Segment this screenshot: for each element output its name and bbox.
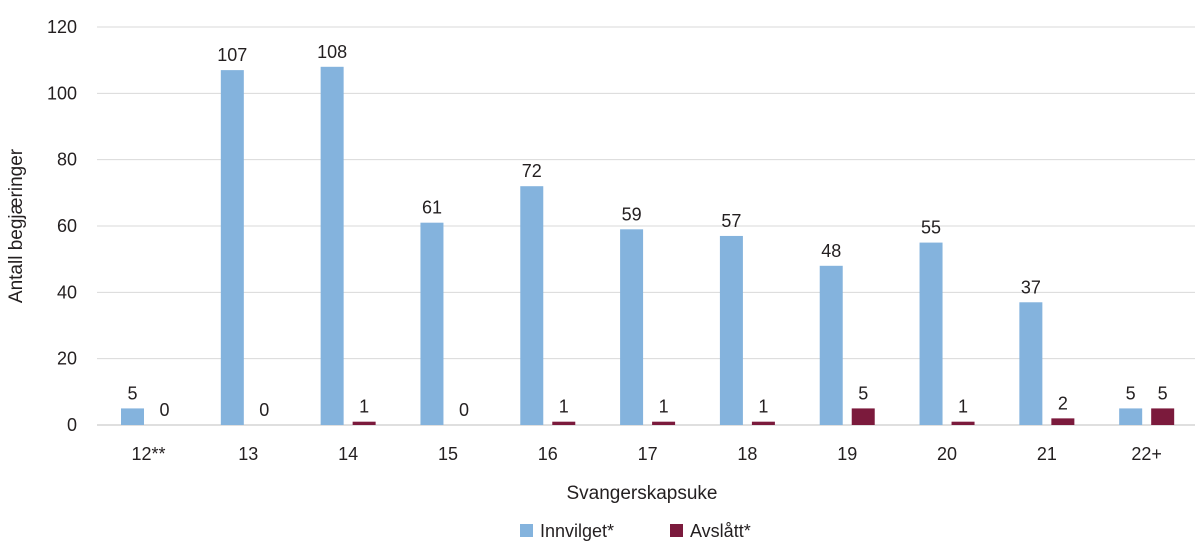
legend-swatch	[520, 524, 533, 537]
data-label: 1	[659, 397, 669, 417]
y-tick-label: 120	[47, 17, 77, 37]
bar-innvilget-20	[919, 242, 943, 425]
x-tick-label: 22+	[1131, 444, 1162, 464]
x-tick-label: 14	[338, 444, 358, 464]
data-label: 2	[1058, 393, 1068, 413]
data-label: 57	[721, 211, 741, 231]
data-label: 0	[459, 400, 469, 420]
data-label: 59	[622, 204, 642, 224]
bar-innvilget-16	[520, 186, 544, 425]
bar-innvilget-15	[420, 222, 444, 425]
y-axis-title: Antall begjæringer	[6, 148, 27, 303]
data-label: 107	[217, 45, 247, 65]
data-label: 108	[317, 42, 347, 62]
data-label: 1	[958, 397, 968, 417]
x-tick-label: 20	[937, 444, 957, 464]
data-label: 48	[821, 241, 841, 261]
bar-avslatt-14	[352, 421, 376, 425]
bar-avslatt-22+	[1151, 408, 1175, 425]
bar-innvilget-22+	[1119, 408, 1143, 425]
data-label: 5	[1126, 383, 1136, 403]
data-label: 0	[259, 400, 269, 420]
y-axis-ticks: 0 20 40 60 80 100 120	[47, 17, 77, 435]
x-tick-label: 18	[737, 444, 757, 464]
bar-innvilget-17	[620, 229, 644, 425]
y-tick-label: 80	[57, 150, 77, 170]
x-tick-label: 19	[837, 444, 857, 464]
bar-avslatt-17	[652, 421, 676, 425]
bar-innvilget-12	[121, 408, 144, 425]
grid-lines	[97, 26, 1195, 426]
data-label: 37	[1021, 277, 1041, 297]
data-label: 61	[422, 198, 442, 218]
data-label: 5	[858, 383, 868, 403]
y-tick-label: 0	[67, 415, 77, 435]
x-tick-label: 17	[638, 444, 658, 464]
legend-label: Avslått*	[690, 521, 751, 541]
x-tick-label: 16	[538, 444, 558, 464]
bar-innvilget-13	[220, 70, 244, 425]
bar-innvilget-19	[819, 265, 843, 425]
x-axis-ticks: 12** 13 14 15 16 17 18 19 20 21 22+	[131, 444, 1161, 464]
bar-innvilget-21	[1019, 302, 1043, 425]
bar-avslatt-20	[951, 421, 975, 425]
y-tick-label: 60	[57, 216, 77, 236]
y-tick-label: 100	[47, 83, 77, 103]
bar-innvilget-14	[320, 66, 344, 426]
data-label: 72	[522, 161, 542, 181]
legend-label: Innvilget*	[540, 521, 614, 541]
data-label: 55	[921, 218, 941, 238]
bar-avslatt-16	[552, 421, 576, 425]
y-tick-label: 20	[57, 349, 77, 369]
bar-avslatt-18	[751, 421, 775, 425]
bar-avslatt-21	[1051, 418, 1075, 425]
data-label: 1	[758, 397, 768, 417]
x-tick-label: 15	[438, 444, 458, 464]
data-label: 5	[1158, 383, 1168, 403]
data-label: 1	[359, 397, 369, 417]
bar-innvilget-18	[719, 235, 743, 425]
x-tick-label: 12**	[131, 444, 165, 464]
data-label: 1	[559, 397, 569, 417]
bar-avslatt-19	[851, 408, 875, 425]
bars	[121, 66, 1175, 426]
x-axis-title: Svangerskapsuke	[566, 483, 717, 504]
legend-swatch	[670, 524, 683, 537]
legend: Innvilget* Avslått*	[520, 521, 751, 541]
x-tick-label: 21	[1037, 444, 1057, 464]
y-tick-label: 40	[57, 282, 77, 302]
data-label: 5	[127, 383, 137, 403]
x-tick-label: 13	[238, 444, 258, 464]
data-label: 0	[159, 400, 169, 420]
